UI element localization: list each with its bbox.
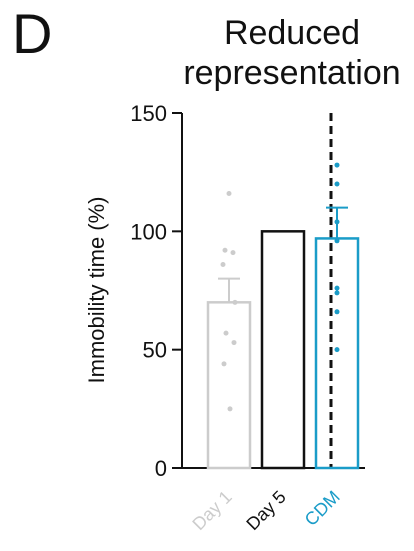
y-tick-label: 50 [143, 338, 167, 363]
data-point [223, 330, 229, 336]
error-bars [218, 206, 348, 303]
data-points [220, 162, 340, 412]
data-point [227, 406, 233, 412]
y-tick-label: 150 [130, 101, 167, 126]
data-point [231, 340, 237, 346]
data-point [334, 238, 340, 244]
y-tick-label: 0 [155, 456, 167, 481]
panel-letter: D [12, 2, 53, 65]
data-point [220, 261, 226, 267]
x-tick-label: Day 1 [188, 487, 235, 534]
data-point [334, 347, 340, 353]
data-point [334, 290, 340, 296]
data-point [334, 162, 340, 168]
data-point [334, 181, 340, 187]
data-point [232, 299, 238, 305]
bar [260, 230, 306, 470]
y-tick-label: 100 [130, 219, 167, 244]
data-point [230, 250, 236, 256]
bar [314, 237, 360, 470]
chart-title-line-1: Reduced [223, 14, 361, 52]
data-point [226, 190, 232, 196]
x-tick-label: CDM [301, 487, 344, 530]
bar [206, 301, 252, 470]
data-point [222, 247, 228, 253]
chart-title-line-2: representation [183, 54, 401, 92]
data-point [334, 309, 340, 315]
y-axis-label: Immobility time (%) [84, 196, 109, 383]
x-tick-label: Day 5 [242, 487, 289, 534]
data-point [221, 361, 227, 367]
data-point [334, 285, 340, 291]
